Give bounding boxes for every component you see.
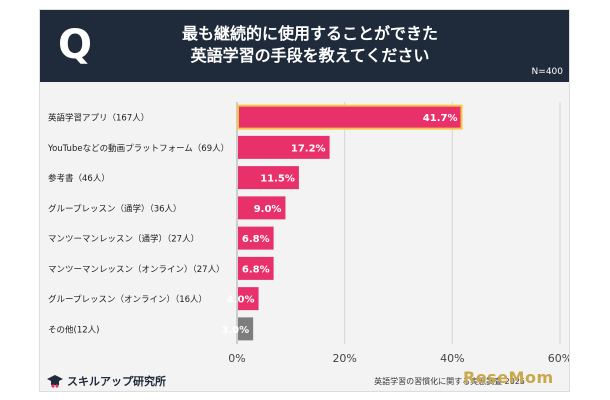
category-label: 英語学習アプリ（167人） bbox=[48, 113, 149, 124]
bar bbox=[238, 317, 254, 341]
chart-card: Q 最も継続的に使用することができた 英語学習の手段を教えてください N=400… bbox=[39, 9, 570, 392]
category-label: グループレッスン（通学）（36人） bbox=[48, 203, 182, 214]
question-title-line-1: 最も継続的に使用することができた bbox=[181, 24, 438, 43]
bar bbox=[238, 166, 299, 190]
data-label: 6.8% bbox=[242, 264, 270, 275]
data-label: 3.0% bbox=[221, 325, 249, 336]
data-label: 9.0% bbox=[254, 204, 282, 215]
x-tick-label: 0% bbox=[228, 352, 245, 365]
bar bbox=[238, 196, 286, 220]
category-label: グループレッスン（オンライン）（16人） bbox=[48, 294, 207, 305]
category-label: 参考書（46人） bbox=[48, 173, 110, 184]
category-label: マンツーマンレッスン（オンライン）（27人） bbox=[48, 264, 225, 275]
question-title-line-2: 英語学習の手段を教えてください bbox=[190, 46, 430, 65]
data-label: 11.5% bbox=[260, 174, 295, 185]
x-tick-label: 20% bbox=[332, 352, 356, 365]
x-tick-label: 40% bbox=[440, 352, 464, 365]
bar bbox=[238, 226, 274, 250]
category-label: YouTubeなどの動画プラットフォーム（69人） bbox=[47, 143, 229, 154]
question-header: Q 最も継続的に使用することができた 英語学習の手段を教えてください N=400 bbox=[40, 10, 569, 82]
brand-name: スキルアップ研究所 bbox=[67, 375, 166, 388]
bar bbox=[238, 287, 259, 311]
graduation-cap-icon bbox=[47, 375, 63, 388]
q-label: Q bbox=[57, 22, 92, 68]
bar-chart: 0% 20% 40% 60% 英語学習アプリ（167人） 41.7% YouTubeなどの動… bbox=[47, 102, 570, 365]
data-label: 4.0% bbox=[227, 295, 255, 306]
data-label: 17.2% bbox=[291, 143, 326, 154]
x-tick-label: 60% bbox=[548, 352, 570, 365]
watermark: ReseMom bbox=[463, 368, 554, 387]
brand-logo: スキルアップ研究所 bbox=[46, 372, 166, 390]
bar bbox=[237, 104, 463, 130]
data-label: 6.8% bbox=[242, 234, 270, 245]
source-note: 英語学習の習慣化に関する実態調査 2025 bbox=[374, 377, 525, 386]
category-label: マンツーマンレッスン（通学）（27人） bbox=[48, 234, 199, 245]
data-label: 41.7% bbox=[423, 113, 458, 124]
bar bbox=[238, 135, 330, 159]
bar bbox=[238, 256, 274, 280]
sample-size-label: N=400 bbox=[531, 67, 563, 77]
category-label: その他(12人) bbox=[48, 324, 99, 335]
